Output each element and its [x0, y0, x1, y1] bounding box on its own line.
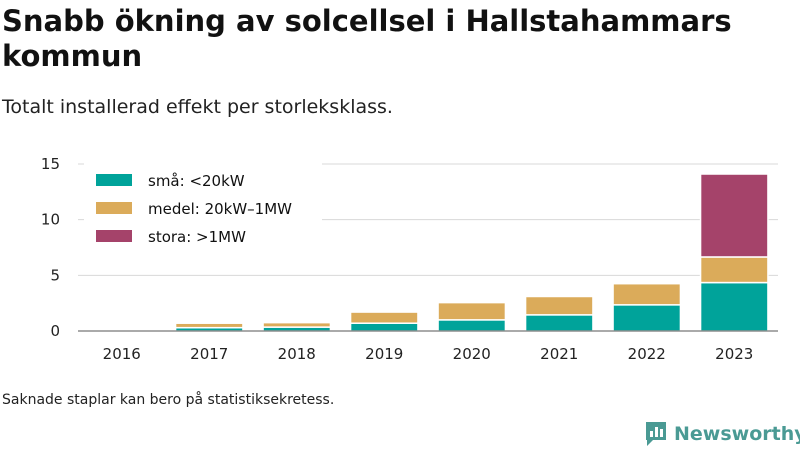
bar-segment-2023-1 — [699, 256, 769, 284]
x-tick-label: 2019 — [365, 345, 403, 363]
bar-segment-2021-0 — [524, 314, 594, 332]
stacked-bar-chart: 0 5 10 15 2016 2017 2018 2019 2020 2021 2022 2023 s… — [41, 155, 778, 363]
bar-segment-2017-1 — [174, 322, 244, 329]
x-tick-label: 2016 — [103, 345, 141, 363]
bar-segment-2021-1 — [524, 295, 594, 316]
legend-label: små: <20kW — [148, 172, 245, 190]
bar-segment-2022-0 — [612, 304, 682, 332]
x-tick-label: 2017 — [190, 345, 228, 363]
y-tick-label: 5 — [50, 266, 60, 284]
axes: 0 5 10 15 2016 2017 2018 2019 2020 2021 2022 2023 — [41, 155, 778, 363]
bar-segment-2023-2 — [699, 173, 769, 258]
legend-swatch — [96, 202, 132, 214]
y-tick-label: 10 — [41, 211, 60, 229]
legend-swatch — [96, 230, 132, 242]
x-tick-label: 2018 — [278, 345, 316, 363]
bar-segment-2020-0 — [437, 319, 507, 332]
legend: små: <20kW medel: 20kW–1MW stora: >1MW — [84, 162, 322, 258]
bar-segment-2019-1 — [349, 311, 419, 324]
chart-subtitle: Totalt installerad effekt per storlekskl… — [2, 96, 393, 118]
bar-segment-2018-1 — [262, 321, 332, 328]
y-tick-label: 0 — [50, 322, 60, 340]
bars — [174, 173, 769, 332]
legend-label: medel: 20kW–1MW — [148, 200, 292, 218]
chart-title: Snabb ökning av solcellsel i Hallstahamm… — [2, 4, 732, 73]
legend-swatch — [96, 174, 132, 186]
x-tick-label: 2023 — [715, 345, 753, 363]
x-tick-label: 2021 — [540, 345, 578, 363]
bar-segment-2022-1 — [612, 282, 682, 306]
brand-name: Newsworthy — [674, 423, 800, 445]
footnote: Saknade staplar kan bero på statistiksek… — [2, 392, 335, 408]
bar-segment-2023-0 — [699, 281, 769, 332]
y-tick-label: 15 — [41, 155, 60, 173]
x-tick-label: 2020 — [453, 345, 491, 363]
newsworthy-logo-icon — [646, 422, 666, 446]
bar-segment-2019-0 — [349, 322, 419, 332]
brand-logo: Newsworthy — [644, 420, 800, 448]
x-tick-label: 2022 — [628, 345, 666, 363]
legend-label: stora: >1MW — [148, 228, 246, 246]
bar-segment-2020-1 — [437, 301, 507, 321]
